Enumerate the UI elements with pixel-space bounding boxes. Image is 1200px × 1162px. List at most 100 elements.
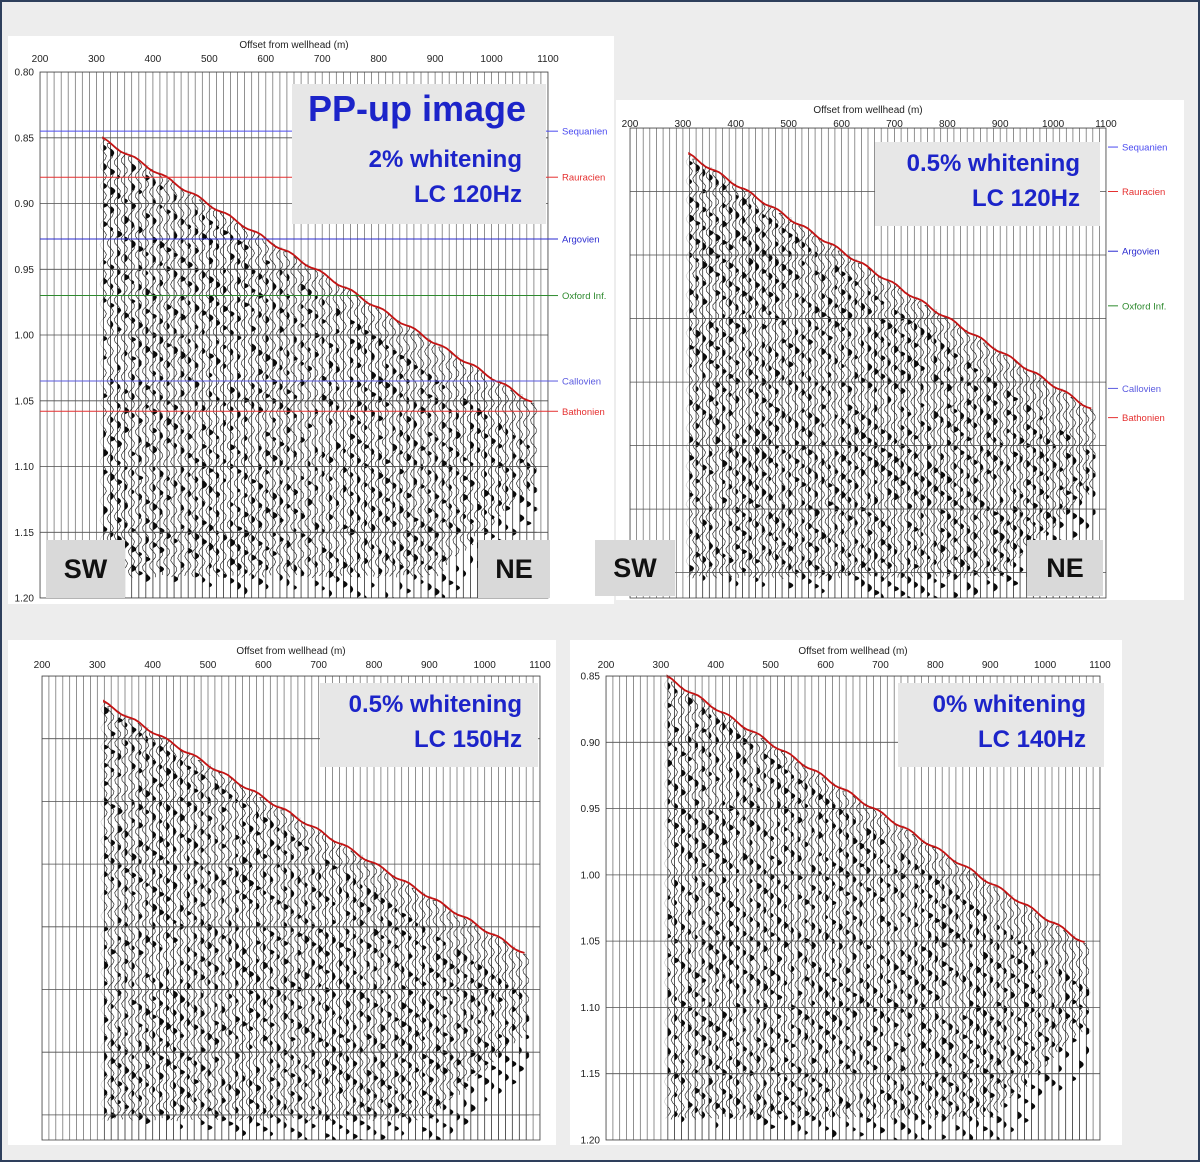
low-cut-label: LC 150Hz — [413, 726, 522, 753]
direction-label-sw: SW — [46, 540, 125, 598]
offset-tick-label: 900 — [982, 660, 999, 671]
title-box-top-right: 0.5% whitening LC 120Hz — [875, 142, 1100, 226]
offset-tick-label: 1000 — [480, 54, 503, 65]
time-tick-label: 0.85 — [581, 672, 601, 683]
time-tick-label: 0.95 — [581, 804, 601, 815]
horizon-label: Callovien — [562, 377, 601, 388]
offset-tick-label: 1100 — [1089, 660, 1111, 671]
plot-frame — [605, 675, 1101, 1141]
offset-tick-label: 200 — [622, 119, 639, 130]
horizon-label: Argovien — [1122, 247, 1160, 258]
horizon-label: Oxford Inf. — [1122, 301, 1166, 312]
offset-tick-label: 1000 — [1042, 119, 1065, 130]
low-cut-label: LC 140Hz — [977, 726, 1086, 753]
time-tick-label: 1.15 — [15, 528, 35, 539]
title-box-bottom-right: 0% whitening LC 140Hz — [898, 683, 1104, 767]
time-tick-label: 0.90 — [581, 738, 601, 749]
first-break-line — [666, 674, 1085, 944]
horizon-label: Bathonien — [562, 407, 605, 418]
offset-tick-label: 400 — [727, 119, 744, 130]
horizon-label: Oxford Inf. — [562, 291, 606, 302]
time-tick-label: 0.95 — [15, 265, 35, 276]
offset-tick-label: 300 — [89, 660, 106, 671]
offset-tick-label: 400 — [144, 660, 161, 671]
whitening-label: 0% whitening — [932, 691, 1086, 718]
time-tick-label: 1.00 — [15, 331, 35, 342]
offset-tick-label: 600 — [833, 119, 850, 130]
offset-tick-label: 400 — [707, 660, 724, 671]
offset-axis-title: Offset from wellhead (m) — [798, 646, 907, 657]
offset-axis-title: Offset from wellhead (m) — [239, 40, 348, 51]
horizon-label: Rauracien — [1122, 187, 1165, 198]
offset-tick-label: 1000 — [1034, 660, 1057, 671]
trace-baselines-upper — [42, 676, 540, 1140]
horizon-label: Argovien — [562, 235, 600, 246]
low-cut-label: LC 120Hz — [413, 181, 522, 208]
horizon-label: Bathonien — [1122, 413, 1165, 424]
seismic-traces — [630, 128, 1106, 598]
offset-tick-label: 900 — [427, 54, 444, 65]
trace-baselines-upper — [606, 676, 1100, 1140]
time-tick-label: 0.85 — [15, 133, 35, 144]
first-break-line — [688, 151, 1092, 410]
offset-tick-label: 700 — [310, 660, 327, 671]
offset-tick-label: 500 — [780, 119, 797, 130]
plot-frame — [629, 127, 1107, 599]
time-tick-label: 0.80 — [15, 68, 35, 79]
offset-axis-title: Offset from wellhead (m) — [813, 105, 922, 116]
offset-tick-label: 1000 — [474, 660, 497, 671]
horizon-label: Sequanien — [562, 127, 607, 138]
offset-tick-label: 1100 — [1095, 119, 1117, 130]
offset-tick-label: 800 — [927, 660, 944, 671]
offset-tick-label: 800 — [366, 660, 383, 671]
offset-tick-label: 700 — [314, 54, 331, 65]
direction-label-sw: SW — [595, 540, 675, 596]
offset-tick-label: 300 — [653, 660, 670, 671]
offset-axis-title: Offset from wellhead (m) — [236, 646, 345, 657]
title-box-top-left: PP-up image 2% whitening LC 120Hz — [292, 84, 546, 224]
time-gridlines-upper — [42, 676, 540, 1116]
offset-tick-label: 600 — [257, 54, 274, 65]
offset-tick-label: 600 — [817, 660, 834, 671]
offset-tick-label: 300 — [88, 54, 105, 65]
whitening-label: 0.5% whitening — [906, 150, 1080, 177]
time-gridlines-upper — [606, 676, 1100, 1140]
offset-tick-label: 1100 — [537, 54, 559, 65]
trace-peaks — [689, 160, 1097, 598]
low-cut-label: LC 120Hz — [971, 185, 1080, 212]
time-tick-label: 1.20 — [15, 594, 35, 605]
time-tick-label: 1.10 — [581, 1003, 601, 1014]
time-tick-label: 1.15 — [581, 1069, 601, 1080]
offset-tick-label: 500 — [200, 660, 217, 671]
whitening-label: 0.5% whitening — [348, 691, 522, 718]
offset-tick-label: 1100 — [529, 660, 551, 671]
offset-tick-label: 900 — [992, 119, 1009, 130]
horizon-label: Sequanien — [1122, 143, 1167, 154]
offset-tick-label: 200 — [34, 660, 51, 671]
time-gridlines-upper — [630, 128, 1106, 573]
offset-tick-label: 200 — [598, 660, 615, 671]
offset-tick-label: 200 — [32, 54, 49, 65]
offset-tick-label: 400 — [145, 54, 162, 65]
time-tick-label: 0.90 — [15, 199, 35, 210]
seismic-traces — [42, 676, 540, 1140]
offset-tick-label: 800 — [370, 54, 387, 65]
horizon-label: Callovien — [1122, 384, 1161, 395]
offset-tick-label: 900 — [421, 660, 438, 671]
time-tick-label: 1.05 — [15, 396, 35, 407]
seismic-panel-bottom-left: Offset from wellhead (m) 200 300 400 500 600 7… — [8, 640, 556, 1145]
horizon-label: Rauracien — [562, 173, 605, 184]
time-tick-label: 1.05 — [581, 937, 601, 948]
time-tick-label: 1.10 — [15, 462, 35, 473]
first-break-line — [102, 136, 533, 403]
first-break-line — [103, 699, 525, 954]
plot-frame — [39, 71, 549, 599]
offset-tick-label: 800 — [939, 119, 956, 130]
offset-tick-label: 500 — [762, 660, 779, 671]
seismic-traces — [606, 676, 1100, 1140]
offset-tick-label: 300 — [675, 119, 692, 130]
time-tick-label: 1.20 — [581, 1136, 601, 1146]
time-tick-label: 1.00 — [581, 870, 601, 881]
direction-label-ne: NE — [478, 540, 550, 598]
trace-baselines-upper — [630, 128, 1106, 598]
